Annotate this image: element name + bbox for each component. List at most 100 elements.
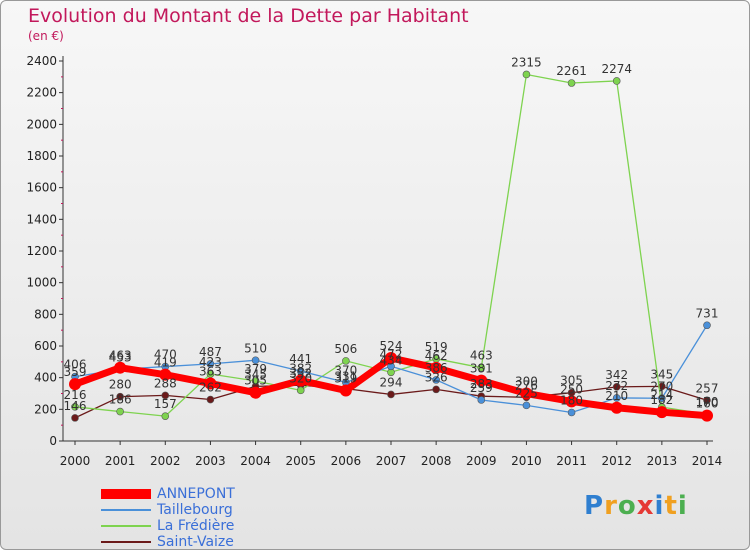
series-lines xyxy=(69,70,713,422)
data-label: 487 xyxy=(199,345,222,359)
data-label: 182 xyxy=(650,393,673,407)
data-label: 463 xyxy=(109,349,132,363)
x-tick-label: 2004 xyxy=(240,454,271,468)
data-point xyxy=(294,374,307,387)
logo-letter: i xyxy=(654,491,665,521)
data-point xyxy=(206,360,215,368)
x-tick-label: 2001 xyxy=(105,454,136,468)
data-label: 160 xyxy=(696,397,719,411)
data-point xyxy=(206,395,215,404)
data-label: 510 xyxy=(244,341,267,355)
y-tick-label: 1800 xyxy=(26,149,57,163)
data-label: 186 xyxy=(109,393,132,407)
data-point xyxy=(701,409,713,422)
data-label: 419 xyxy=(154,356,177,370)
legend-item: ANNEPONT xyxy=(101,486,235,502)
data-point xyxy=(71,414,79,422)
data-label: 305 xyxy=(244,374,267,388)
data-point xyxy=(116,392,124,401)
y-tick-label: 2200 xyxy=(26,86,57,100)
x-tick-label: 2005 xyxy=(285,454,316,468)
y-tick-label: 1000 xyxy=(26,276,57,290)
data-label: 320 xyxy=(289,371,312,385)
data-label: 386 xyxy=(425,361,448,375)
data-point xyxy=(387,390,395,399)
x-tick-label: 2013 xyxy=(647,454,678,468)
y-tick-label: 1200 xyxy=(26,244,57,258)
data-label: 305 xyxy=(560,374,583,388)
y-tick-label: 800 xyxy=(34,307,57,321)
data-label: 462 xyxy=(425,349,448,363)
data-label: 370 xyxy=(334,363,357,377)
logo-letter: o xyxy=(617,491,637,521)
logo-letter: r xyxy=(604,491,618,521)
legend-label: Saint-Vaize xyxy=(157,534,234,550)
x-tick-label: 2007 xyxy=(376,454,407,468)
chart-title: Evolution du Montant de la Dette par Hab… xyxy=(28,5,469,27)
data-label: 170 xyxy=(696,395,719,409)
legend-item: Taillebourg xyxy=(101,502,235,518)
data-label: 342 xyxy=(605,368,628,382)
data-label: 300 xyxy=(515,375,538,389)
data-label: 280 xyxy=(109,378,132,392)
data-point xyxy=(251,356,260,365)
data-label: 250 xyxy=(560,382,583,396)
y-tick-label: 1600 xyxy=(26,181,57,195)
data-point xyxy=(475,374,488,387)
x-tick-label: 2014 xyxy=(692,454,723,468)
x-tick-label: 2003 xyxy=(195,454,226,468)
legend-label: Taillebourg xyxy=(157,502,233,518)
data-label: 331 xyxy=(334,370,357,384)
data-label: 262 xyxy=(199,381,222,395)
logo-letter: P xyxy=(584,491,605,521)
axes: 0 200 400 600 800 1000 1200 1400 1600 1800 2000 220… xyxy=(26,54,722,468)
data-label: 345 xyxy=(650,367,673,381)
data-point xyxy=(159,368,172,381)
logo-letter: i xyxy=(677,491,688,521)
data-label: 382 xyxy=(289,362,312,376)
data-label: 345 xyxy=(244,367,267,381)
data-label: 381 xyxy=(470,362,493,376)
data-point xyxy=(385,352,397,365)
data-point xyxy=(432,376,440,384)
data-label: 2274 xyxy=(601,62,632,76)
data-label: 288 xyxy=(154,376,177,390)
x-tick-label: 2009 xyxy=(466,454,497,468)
data-label: 524 xyxy=(380,339,403,353)
data-label: 2261 xyxy=(556,64,587,78)
data-point xyxy=(116,407,124,416)
data-label: 276 xyxy=(515,378,538,392)
data-point xyxy=(567,79,576,87)
data-point xyxy=(339,384,352,397)
y-tick-label: 600 xyxy=(34,339,57,353)
data-point xyxy=(342,357,350,365)
legend-label: La Frédière xyxy=(157,518,235,534)
data-point xyxy=(612,383,621,391)
data-point xyxy=(430,361,443,374)
legend-swatch xyxy=(101,525,151,527)
y-tick-label: 1400 xyxy=(26,212,57,226)
data-point xyxy=(612,394,621,402)
data-point xyxy=(655,406,668,419)
data-point xyxy=(161,412,170,420)
data-label: 463 xyxy=(470,349,493,363)
data-point xyxy=(432,385,440,394)
x-tick-label: 2006 xyxy=(331,454,362,468)
data-point xyxy=(204,377,217,390)
legend-swatch xyxy=(101,489,151,499)
data-label: 259 xyxy=(470,381,493,395)
data-label: 519 xyxy=(425,340,448,354)
data-point xyxy=(477,363,486,372)
data-point xyxy=(522,70,531,79)
data-label: 506 xyxy=(334,342,357,356)
data-point xyxy=(477,396,486,404)
x-tick-label: 2011 xyxy=(556,454,587,468)
data-point xyxy=(69,378,81,391)
logo-letter: x xyxy=(636,491,655,521)
data-label: 210 xyxy=(605,389,628,403)
data-point xyxy=(296,386,305,395)
logo-letter: t xyxy=(664,491,678,521)
data-point xyxy=(249,386,262,399)
